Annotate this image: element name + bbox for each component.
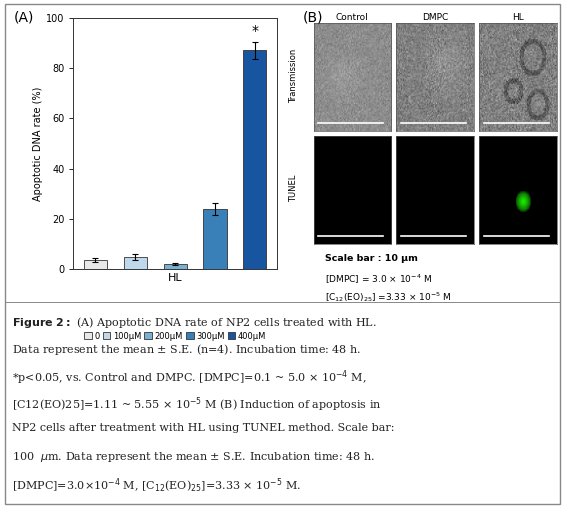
Bar [164, 264, 186, 269]
Bar [244, 50, 267, 269]
Text: [C12(EO)25]=1.11 ~ 5.55 $\times$ 10$^{-5}$ M (B) Induction of apoptosis in: [C12(EO)25]=1.11 ~ 5.55 $\times$ 10$^{-5… [12, 396, 382, 415]
Y-axis label: Apoptotic DNA rate (%): Apoptotic DNA rate (%) [33, 86, 44, 201]
Bar [124, 257, 147, 269]
Text: *: * [251, 24, 258, 38]
Text: [DMPC] = 3.0 × 10$^{-4}$ M: [DMPC] = 3.0 × 10$^{-4}$ M [325, 273, 432, 287]
X-axis label: HL: HL [168, 273, 182, 283]
Text: 100  $\mu$m. Data represent the mean $\pm$ S.E. Incubation time: 48 h.: 100 $\mu$m. Data represent the mean $\pm… [12, 450, 375, 464]
Text: Data represent the mean $\pm$ S.E. (n=4). Incubation time: 48 h.: Data represent the mean $\pm$ S.E. (n=4)… [12, 342, 362, 357]
Text: [C$_{12}$(EO)$_{25}$] =3.33 × 10$^{-5}$ M: [C$_{12}$(EO)$_{25}$] =3.33 × 10$^{-5}$ … [325, 291, 451, 304]
Text: $\bf{Figure\ 2:}$ (A) Apoptotic DNA rate of NP2 cells treated with HL.: $\bf{Figure\ 2:}$ (A) Apoptotic DNA rate… [12, 315, 377, 330]
Legend: 0, 100μM, 200μM, 300μM, 400μM: 0, 100μM, 200μM, 300μM, 400μM [84, 332, 266, 340]
Text: Scale bar : 10 μm: Scale bar : 10 μm [325, 254, 418, 263]
Text: (A): (A) [14, 10, 34, 24]
Text: (B): (B) [302, 10, 323, 24]
Title: DMPC: DMPC [422, 13, 448, 22]
Title: Control: Control [336, 13, 368, 22]
Title: HL: HL [512, 13, 524, 22]
Text: NP2 cells after treatment with HL using TUNEL method. Scale bar:: NP2 cells after treatment with HL using … [12, 423, 395, 433]
Text: [DMPC]=3.0$\times$10$^{-4}$ M, [C$_{12}$(EO)$_{25}$]=3.33 $\times$ 10$^{-5}$ M.: [DMPC]=3.0$\times$10$^{-4}$ M, [C$_{12}$… [12, 477, 302, 495]
Text: TUNEL: TUNEL [289, 175, 298, 202]
Text: *p<0.05, vs. Control and DMPC. [DMPC]=0.1 ~ 5.0 $\times$ 10$^{-4}$ M,: *p<0.05, vs. Control and DMPC. [DMPC]=0.… [12, 369, 367, 388]
Bar [203, 209, 227, 269]
Text: Transmission: Transmission [289, 48, 298, 103]
Bar [84, 261, 107, 269]
